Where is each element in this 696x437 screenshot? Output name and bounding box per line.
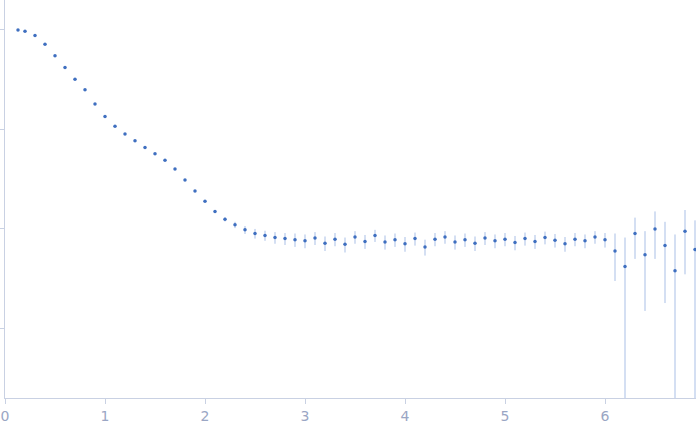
svg-text:5: 5 <box>501 408 510 424</box>
svg-text:3: 3 <box>301 408 310 424</box>
svg-text:0: 0 <box>1 408 10 424</box>
svg-text:6: 6 <box>601 408 610 424</box>
svg-text:4: 4 <box>401 408 410 424</box>
svg-text:2: 2 <box>201 408 210 424</box>
svg-text:1: 1 <box>101 408 110 424</box>
